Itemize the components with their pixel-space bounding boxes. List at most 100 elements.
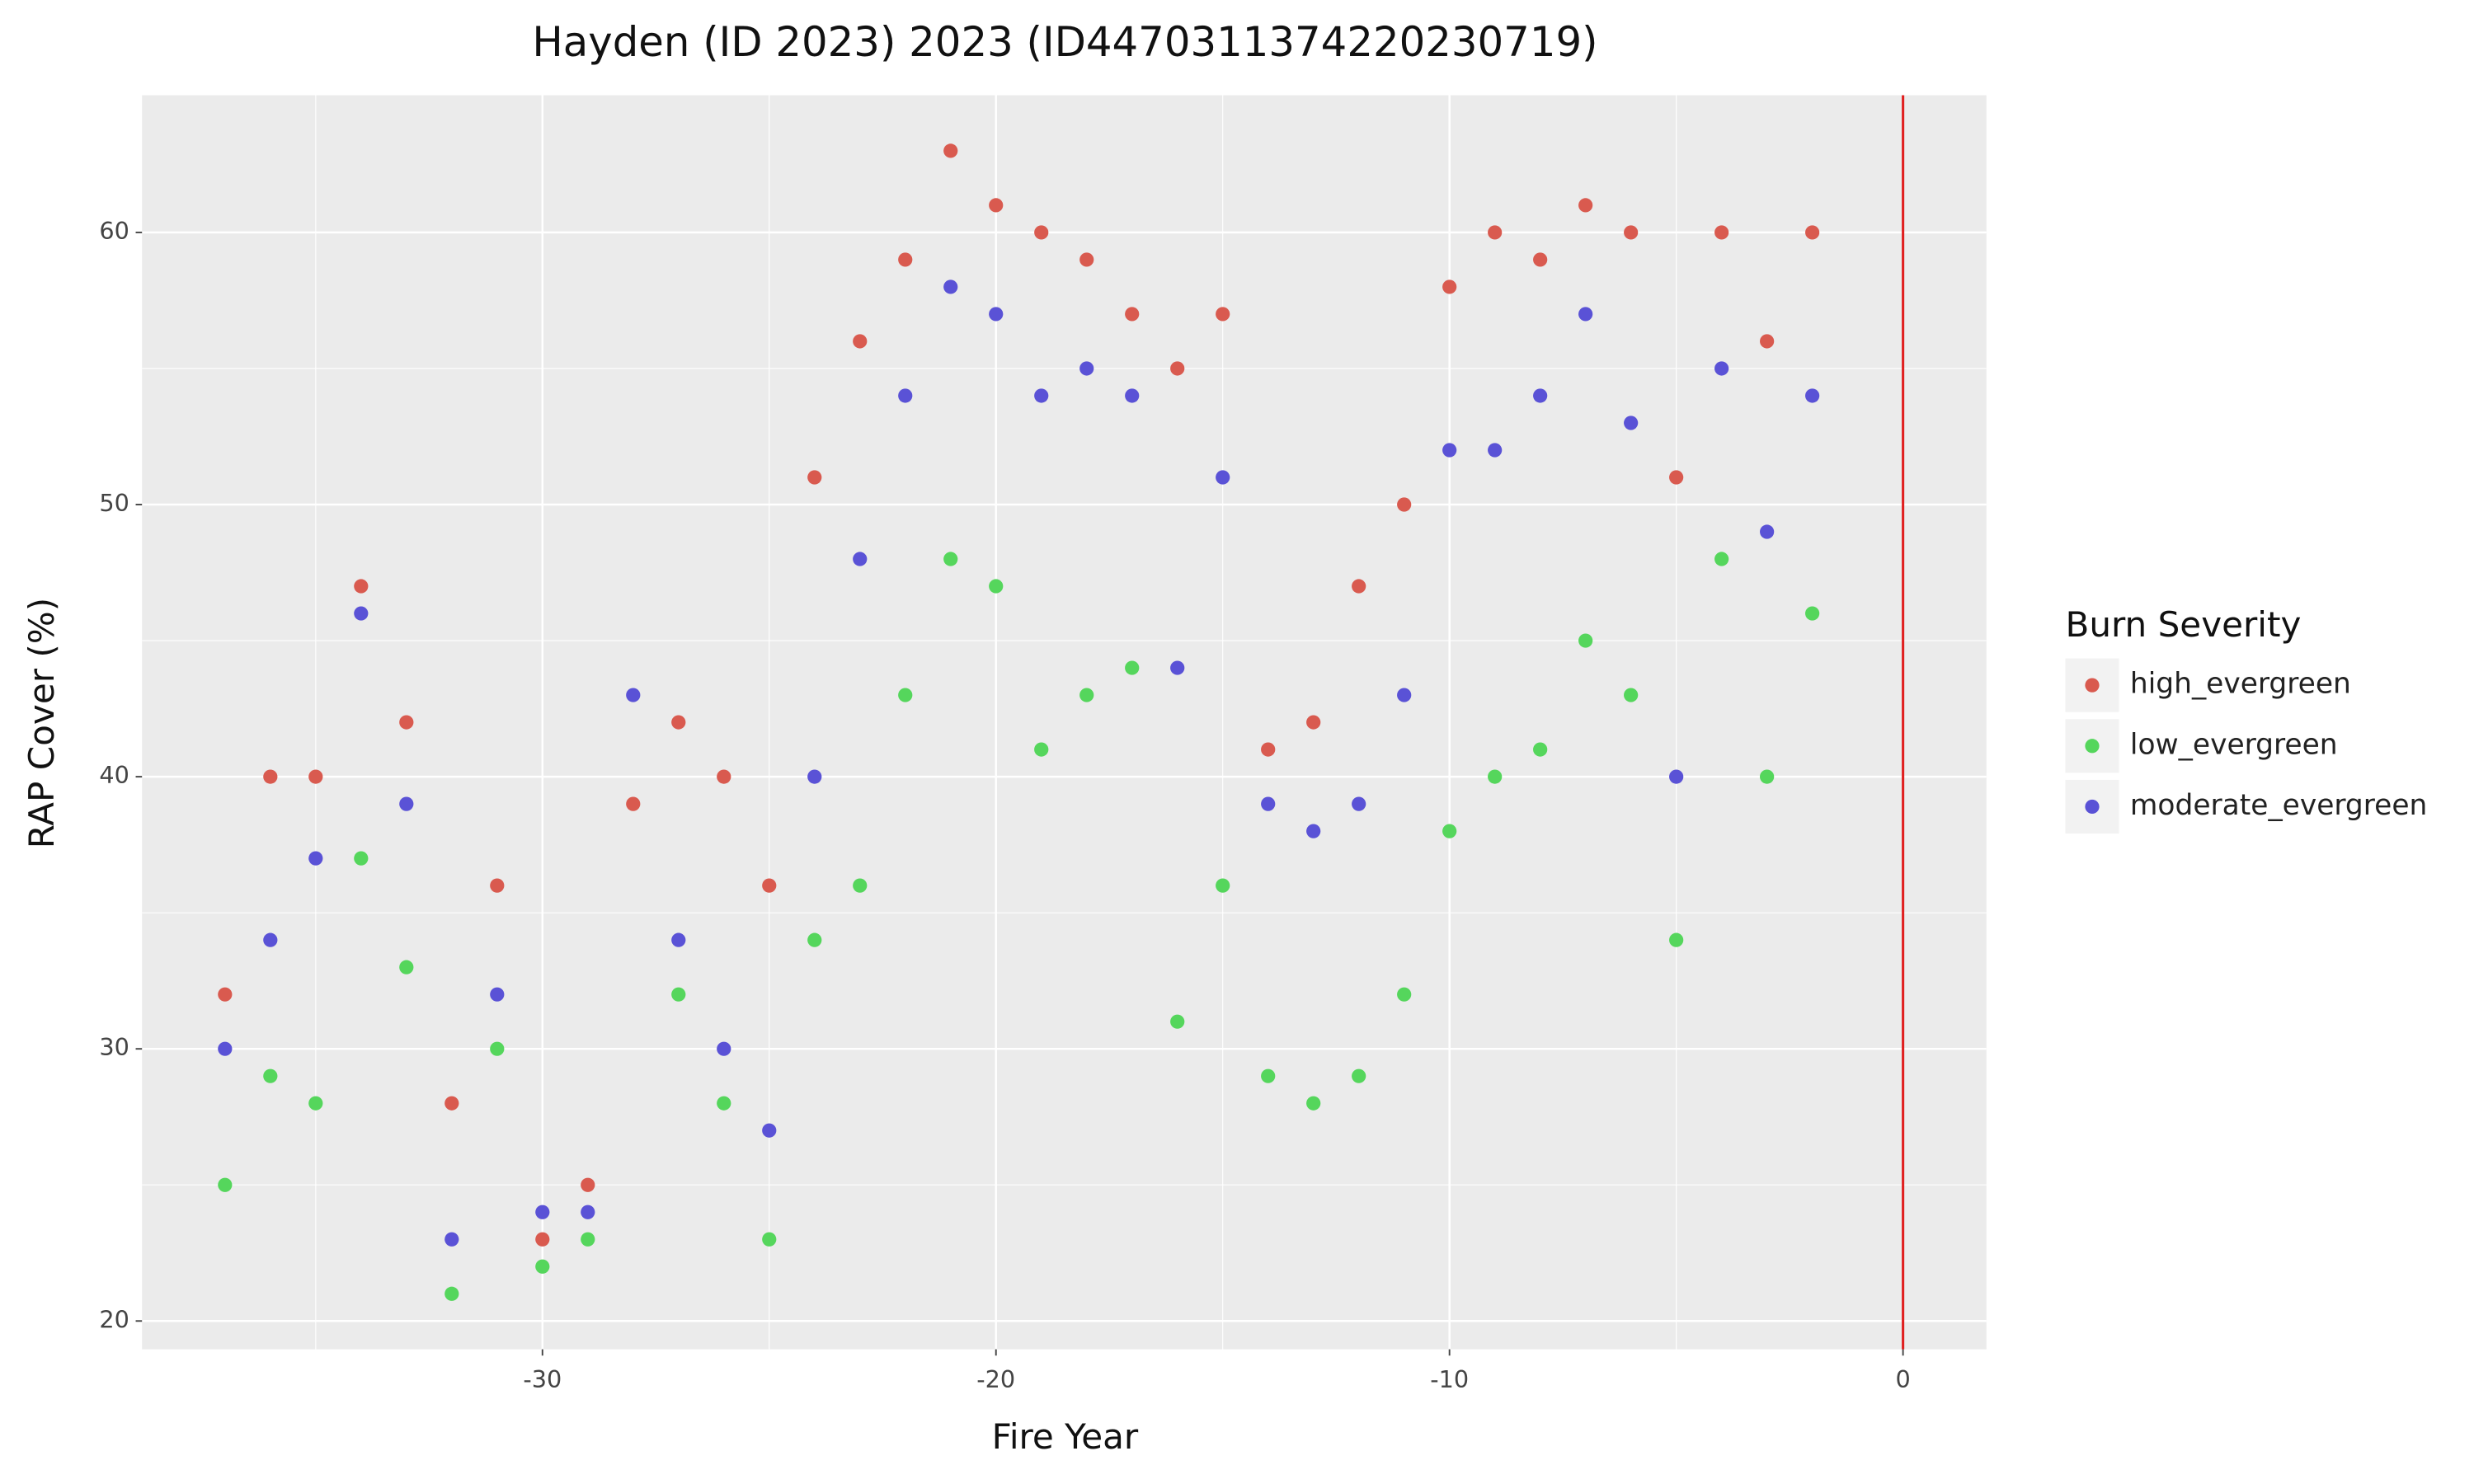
legend-marker: [2085, 799, 2100, 815]
chart-title: Hayden (ID 2023) 2023 (ID447031137422023…: [532, 18, 1597, 66]
point: [1760, 524, 1775, 539]
point: [1170, 361, 1185, 376]
y-tick-label: 50: [99, 489, 129, 517]
point: [218, 1177, 233, 1192]
point: [444, 1232, 459, 1247]
point: [943, 279, 958, 294]
point: [1533, 388, 1548, 403]
point: [308, 851, 323, 866]
point: [444, 1096, 459, 1111]
point: [1805, 225, 1820, 240]
point: [218, 987, 233, 1002]
point: [399, 715, 414, 730]
point: [1714, 361, 1729, 376]
point: [1216, 470, 1230, 485]
point: [989, 579, 1004, 594]
point: [807, 769, 822, 784]
point: [1034, 225, 1049, 240]
legend-label: low_evergreen: [2130, 728, 2338, 761]
point: [354, 851, 369, 866]
point: [853, 334, 868, 349]
legend-title: Burn Severity: [2065, 604, 2301, 645]
point: [671, 932, 686, 947]
y-tick-label: 40: [99, 761, 129, 789]
point: [535, 1232, 550, 1247]
point: [1624, 225, 1639, 240]
point: [263, 1068, 278, 1083]
point: [1034, 742, 1049, 757]
point: [1352, 1068, 1366, 1083]
point: [1533, 742, 1548, 757]
point: [1352, 796, 1366, 811]
point: [671, 715, 686, 730]
point: [1488, 443, 1503, 458]
point: [1624, 416, 1639, 430]
point: [1714, 552, 1729, 566]
point: [853, 552, 868, 566]
point: [1578, 633, 1593, 648]
x-axis-label: Fire Year: [992, 1416, 1139, 1457]
point: [1306, 824, 1321, 838]
point: [717, 1041, 731, 1056]
point: [1397, 497, 1412, 512]
point: [1578, 307, 1593, 322]
point: [1079, 252, 1094, 267]
point: [1442, 279, 1457, 294]
point: [1760, 334, 1775, 349]
point: [581, 1232, 595, 1247]
legend-marker: [2085, 678, 2100, 693]
x-tick-label: -20: [976, 1365, 1015, 1393]
point: [1079, 688, 1094, 702]
point: [444, 1286, 459, 1301]
y-tick-label: 20: [99, 1305, 129, 1333]
point: [671, 987, 686, 1002]
plot-panel: [142, 95, 1987, 1350]
point: [1125, 307, 1140, 322]
point: [1805, 606, 1820, 621]
point: [717, 769, 731, 784]
point: [535, 1205, 550, 1219]
point: [354, 606, 369, 621]
point: [581, 1177, 595, 1192]
point: [1170, 1014, 1185, 1029]
point: [1397, 688, 1412, 702]
point: [1034, 388, 1049, 403]
point: [1805, 388, 1820, 403]
point: [1125, 660, 1140, 675]
point: [853, 878, 868, 893]
point: [807, 470, 822, 485]
point: [762, 878, 777, 893]
point: [943, 552, 958, 566]
point: [1669, 470, 1684, 485]
point: [1669, 769, 1684, 784]
y-axis-label: RAP Cover (%): [21, 598, 62, 848]
point: [1216, 307, 1230, 322]
point: [1488, 769, 1503, 784]
point: [1261, 796, 1276, 811]
point: [989, 198, 1004, 213]
x-tick-label: -10: [1430, 1365, 1469, 1393]
point: [1714, 225, 1729, 240]
point: [1306, 1096, 1321, 1111]
point: [581, 1205, 595, 1219]
point: [1669, 932, 1684, 947]
point: [399, 960, 414, 974]
legend-label: high_evergreen: [2130, 668, 2351, 701]
point: [989, 307, 1004, 322]
point: [490, 1041, 505, 1056]
point: [263, 932, 278, 947]
point: [1488, 225, 1503, 240]
point: [218, 1041, 233, 1056]
point: [1261, 742, 1276, 757]
point: [1170, 660, 1185, 675]
point: [399, 796, 414, 811]
point: [762, 1232, 777, 1247]
point: [943, 143, 958, 158]
legend-marker: [2085, 739, 2100, 754]
point: [1079, 361, 1094, 376]
point: [1306, 715, 1321, 730]
point: [490, 878, 505, 893]
point: [807, 932, 822, 947]
point: [1578, 198, 1593, 213]
